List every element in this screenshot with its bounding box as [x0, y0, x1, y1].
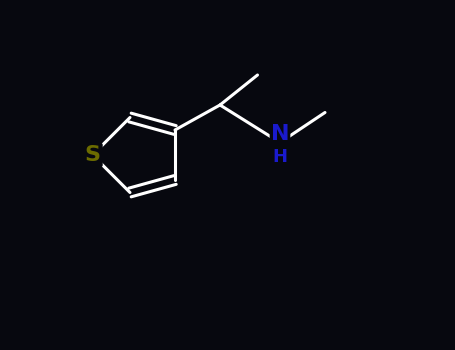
- Text: H: H: [273, 147, 288, 166]
- Text: N: N: [271, 124, 289, 144]
- Text: S: S: [85, 145, 101, 165]
